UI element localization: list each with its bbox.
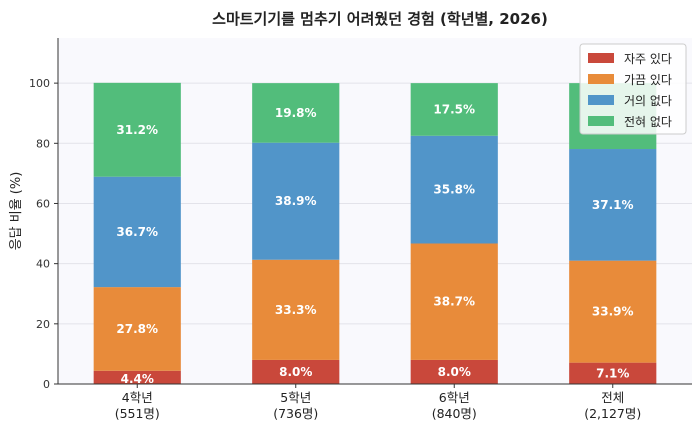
bar-segment	[410, 243, 498, 360]
legend-label: 거의 없다	[624, 94, 672, 108]
data-label: 38.9%	[275, 194, 317, 208]
legend-swatch	[588, 53, 614, 63]
data-label: 8.0%	[279, 365, 312, 379]
legend-label: 자주 있다	[624, 52, 672, 66]
bar-segment	[410, 135, 498, 244]
legend-label: 가끔 있다	[624, 73, 672, 87]
legend-swatch	[588, 74, 614, 84]
y-tick-label: 100	[29, 77, 50, 90]
data-label: 19.8%	[275, 106, 317, 120]
bar-segment	[93, 82, 181, 177]
data-label: 35.8%	[433, 183, 475, 197]
bar-segment	[252, 142, 340, 260]
bars	[93, 82, 657, 384]
bar-segment	[569, 362, 657, 384]
data-label: 8.0%	[438, 365, 471, 379]
bar-segment	[410, 83, 498, 136]
y-ticks: 0 20 40 60 80 100	[29, 77, 58, 391]
data-label: 38.7%	[433, 295, 475, 309]
data-label: 7.1%	[596, 366, 629, 380]
y-tick-label: 20	[36, 318, 50, 331]
bar-segment	[410, 359, 498, 384]
bar-segment	[252, 359, 340, 384]
x-tick-label: 4학년	[122, 390, 153, 405]
data-label: 17.5%	[433, 102, 475, 116]
bar-segment	[93, 370, 181, 384]
x-tick-label: 5학년	[280, 390, 311, 405]
bar-segment	[93, 176, 181, 288]
bar-segment	[569, 149, 657, 261]
data-label: 31.2%	[116, 123, 158, 137]
x-tick-sublabel: (551명)	[115, 406, 160, 421]
x-tick-sublabel: (840명)	[432, 406, 477, 421]
x-tick-sublabel: (736명)	[273, 406, 318, 421]
bar-segment	[93, 287, 181, 371]
x-tick-sublabel: (2,127명)	[584, 406, 641, 421]
y-tick-label: 60	[36, 197, 50, 210]
data-label: 4.4%	[121, 372, 154, 386]
legend-box	[579, 43, 687, 135]
data-label: 33.9%	[592, 305, 634, 319]
bar-segment	[252, 259, 340, 360]
bar-segment	[569, 260, 657, 363]
y-axis-label: 응답 비율 (%)	[9, 172, 24, 251]
legend-label: 전혀 없다	[624, 115, 672, 129]
y-tick-label: 80	[36, 137, 50, 150]
legend-swatch	[588, 116, 614, 126]
y-tick-label: 0	[43, 378, 50, 391]
data-label: 37.1%	[592, 198, 634, 212]
x-tick-label: 6학년	[439, 390, 470, 405]
legend-swatch	[588, 95, 614, 105]
chart-title: 스마트기기를 멈추기 어려웠던 경험 (학년별, 2026)	[212, 10, 548, 28]
x-tick-label: 전체	[601, 390, 624, 405]
data-labels: 4.4% 27.8% 36.7% 31.2% 8.0% 33.3% 38.9% 19.8% 8.…	[116, 102, 633, 386]
data-label: 36.7%	[116, 225, 158, 239]
data-label: 33.3%	[275, 303, 317, 317]
x-ticks: 4학년(551명) 5학년(736명) 6학년(840명) 전체(2,127명)	[115, 384, 641, 421]
data-label: 27.8%	[116, 322, 158, 336]
bar-segment	[252, 83, 340, 143]
y-tick-label: 40	[36, 258, 50, 271]
